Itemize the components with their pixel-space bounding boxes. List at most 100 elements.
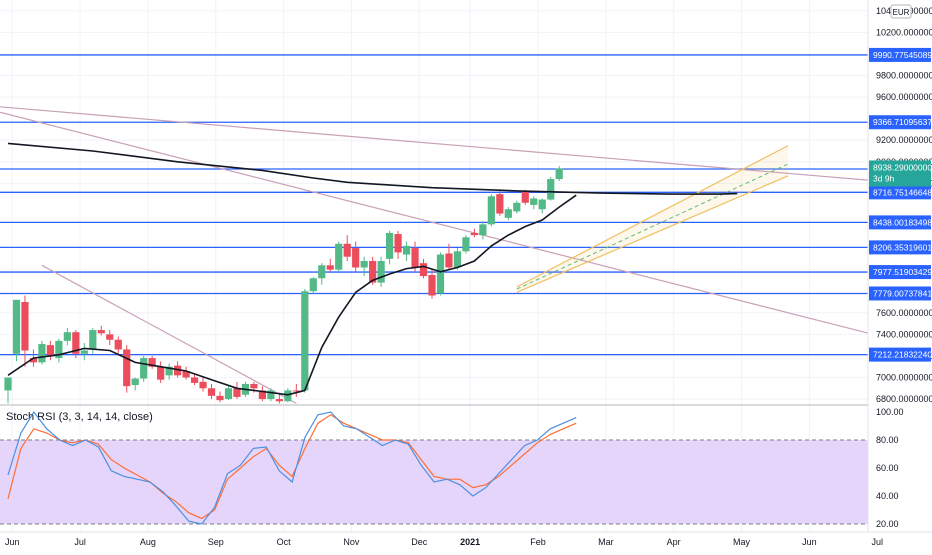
candle-body bbox=[538, 199, 546, 210]
level-price-tag-label: 8716.75146648 bbox=[873, 187, 932, 197]
time-axis-label: Aug bbox=[140, 537, 156, 547]
candle-body bbox=[157, 366, 165, 380]
candle-body bbox=[207, 388, 216, 396]
trendline[interactable] bbox=[0, 106, 932, 205]
price-tick-label: 7400.00000000 bbox=[876, 329, 932, 339]
time-axis-label: Feb bbox=[530, 537, 546, 547]
candle-body bbox=[140, 358, 148, 379]
candle-body bbox=[63, 332, 71, 341]
candle-body bbox=[72, 332, 80, 354]
time-axis-label: May bbox=[733, 537, 751, 547]
level-price-tag-label: 8206.35319601 bbox=[873, 242, 932, 252]
candle-body bbox=[292, 390, 300, 392]
channel-median-line[interactable] bbox=[516, 163, 789, 290]
candle-body bbox=[89, 330, 97, 350]
candle-body bbox=[479, 224, 487, 236]
candle-body bbox=[453, 251, 462, 268]
time-axis-label: Nov bbox=[343, 537, 360, 547]
candle-body bbox=[258, 390, 266, 400]
channel-upper-line[interactable] bbox=[516, 145, 789, 288]
candle-body bbox=[165, 366, 173, 376]
rising-channel[interactable] bbox=[516, 145, 789, 293]
rsi-tick-label: 20.00 bbox=[876, 519, 899, 529]
price-tick-label: 7600.00000000 bbox=[876, 308, 932, 318]
candle-body bbox=[470, 232, 478, 236]
time-axis-label: Jun bbox=[802, 537, 817, 547]
candle-body bbox=[224, 388, 233, 400]
stoch-rsi-title: Stoch RSI (3, 3, 14, 14, close) bbox=[6, 411, 153, 423]
trendlines[interactable] bbox=[0, 106, 932, 408]
level-price-tag-label: 9366.71095637 bbox=[873, 117, 932, 127]
candle-body bbox=[131, 378, 139, 386]
time-axis-label: Apr bbox=[667, 537, 681, 547]
level-price-tag bbox=[869, 215, 931, 230]
time-axis-label: Mar bbox=[598, 537, 614, 547]
candle-body bbox=[343, 243, 351, 257]
rsi-axis: 100.00 80.00 60.00 40.00 20.00 bbox=[876, 407, 904, 529]
candle-body bbox=[335, 243, 343, 270]
time-axis-label: Jul bbox=[871, 537, 883, 547]
candle-body bbox=[267, 390, 275, 400]
time-axis-label: Sep bbox=[208, 537, 224, 547]
current-price-countdown: 3d 9h bbox=[873, 173, 895, 183]
candle-body bbox=[530, 198, 538, 205]
rsi-tick-label: 80.00 bbox=[876, 435, 899, 445]
level-price-tag bbox=[869, 347, 931, 362]
moving-average-long bbox=[7, 142, 738, 195]
candle-body bbox=[411, 248, 419, 268]
candle-body bbox=[326, 265, 334, 270]
candle-body bbox=[555, 168, 563, 180]
candle-body bbox=[80, 350, 88, 354]
candle-body bbox=[114, 339, 122, 350]
level-price-tag bbox=[869, 265, 931, 280]
candle-body bbox=[250, 383, 258, 389]
level-price-tag-label: 7212.21832240 bbox=[873, 350, 932, 360]
rsi-tick-label: 40.00 bbox=[876, 491, 899, 501]
price-tick-label: 6800.00000000 bbox=[876, 394, 932, 404]
moving-average-short bbox=[7, 194, 577, 396]
candle-body bbox=[29, 358, 38, 363]
candle-body bbox=[284, 390, 292, 402]
price-tick-label: 9600.00000000 bbox=[876, 92, 932, 102]
candle-body bbox=[182, 371, 190, 378]
stoch-rsi-d-line bbox=[7, 414, 577, 520]
time-axis[interactable]: Jun Jul Aug Sep Oct Nov Dec 2021 Feb Mar Apr May Jun… bbox=[5, 537, 932, 547]
candle-body bbox=[216, 395, 224, 401]
candle-body bbox=[436, 254, 445, 294]
candle-body bbox=[445, 253, 453, 268]
candle-body bbox=[360, 261, 368, 268]
candle-body bbox=[233, 388, 241, 397]
price-tick-label: 7000.00000000 bbox=[876, 372, 932, 382]
trendline[interactable] bbox=[0, 111, 932, 408]
candle-body bbox=[106, 334, 114, 340]
time-axis-label: Jul bbox=[74, 537, 86, 547]
level-price-tag bbox=[869, 286, 931, 301]
candle-body bbox=[547, 179, 555, 200]
candle-body bbox=[309, 278, 317, 292]
channel-lower-line[interactable] bbox=[516, 175, 789, 293]
candle-body bbox=[504, 209, 512, 218]
level-price-tag bbox=[869, 47, 931, 62]
price-tick-label: 9800.00000000 bbox=[876, 70, 932, 80]
stoch-rsi-pane: Stoch RSI (3, 3, 14, 14, close) bbox=[0, 410, 868, 525]
candle-body bbox=[21, 301, 29, 351]
rsi-tick-label: 100.00 bbox=[876, 407, 904, 417]
price-tick-label: 9200.00000000 bbox=[876, 135, 932, 145]
level-price-tag bbox=[869, 185, 931, 200]
currency-badge[interactable] bbox=[890, 4, 912, 19]
candle-body bbox=[352, 248, 360, 268]
candle-body bbox=[513, 202, 521, 212]
candle-body bbox=[148, 358, 156, 367]
level-price-tag-label: 7779.00737841 bbox=[873, 288, 932, 298]
candle-body bbox=[46, 345, 54, 356]
candle-body bbox=[12, 299, 21, 354]
current-price-label: 8938.29000000 bbox=[873, 162, 932, 172]
time-axis-label: Jun bbox=[5, 537, 20, 547]
trendline[interactable] bbox=[41, 264, 297, 404]
candlesticks bbox=[4, 166, 563, 404]
price-tick-label: 10200.00000000 bbox=[876, 27, 932, 37]
candle-body bbox=[199, 381, 207, 389]
candle-body bbox=[174, 365, 182, 376]
